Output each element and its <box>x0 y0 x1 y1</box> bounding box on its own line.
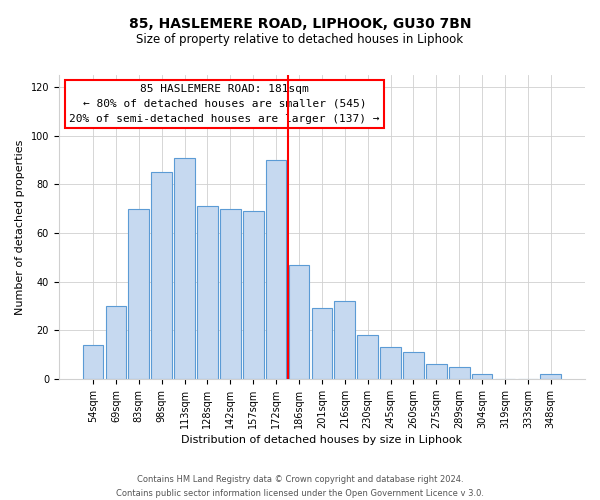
Bar <box>289 264 309 379</box>
Bar <box>403 352 424 379</box>
Bar <box>380 347 401 379</box>
Bar <box>358 335 378 379</box>
Bar <box>472 374 493 379</box>
Text: 85, HASLEMERE ROAD, LIPHOOK, GU30 7BN: 85, HASLEMERE ROAD, LIPHOOK, GU30 7BN <box>129 18 471 32</box>
Bar <box>541 374 561 379</box>
Text: Size of property relative to detached houses in Liphook: Size of property relative to detached ho… <box>136 32 464 46</box>
Bar <box>334 301 355 379</box>
Text: Contains HM Land Registry data © Crown copyright and database right 2024.
Contai: Contains HM Land Registry data © Crown c… <box>116 476 484 498</box>
Bar <box>266 160 286 379</box>
Bar <box>83 345 103 379</box>
X-axis label: Distribution of detached houses by size in Liphook: Distribution of detached houses by size … <box>181 435 463 445</box>
Bar <box>197 206 218 379</box>
Bar <box>151 172 172 379</box>
Bar <box>220 208 241 379</box>
Bar <box>174 158 195 379</box>
Bar <box>426 364 446 379</box>
Bar <box>311 308 332 379</box>
Bar <box>106 306 126 379</box>
Text: 85 HASLEMERE ROAD: 181sqm
← 80% of detached houses are smaller (545)
20% of semi: 85 HASLEMERE ROAD: 181sqm ← 80% of detac… <box>69 84 380 124</box>
Bar <box>243 211 263 379</box>
Bar <box>449 366 470 379</box>
Y-axis label: Number of detached properties: Number of detached properties <box>15 139 25 314</box>
Bar <box>128 208 149 379</box>
